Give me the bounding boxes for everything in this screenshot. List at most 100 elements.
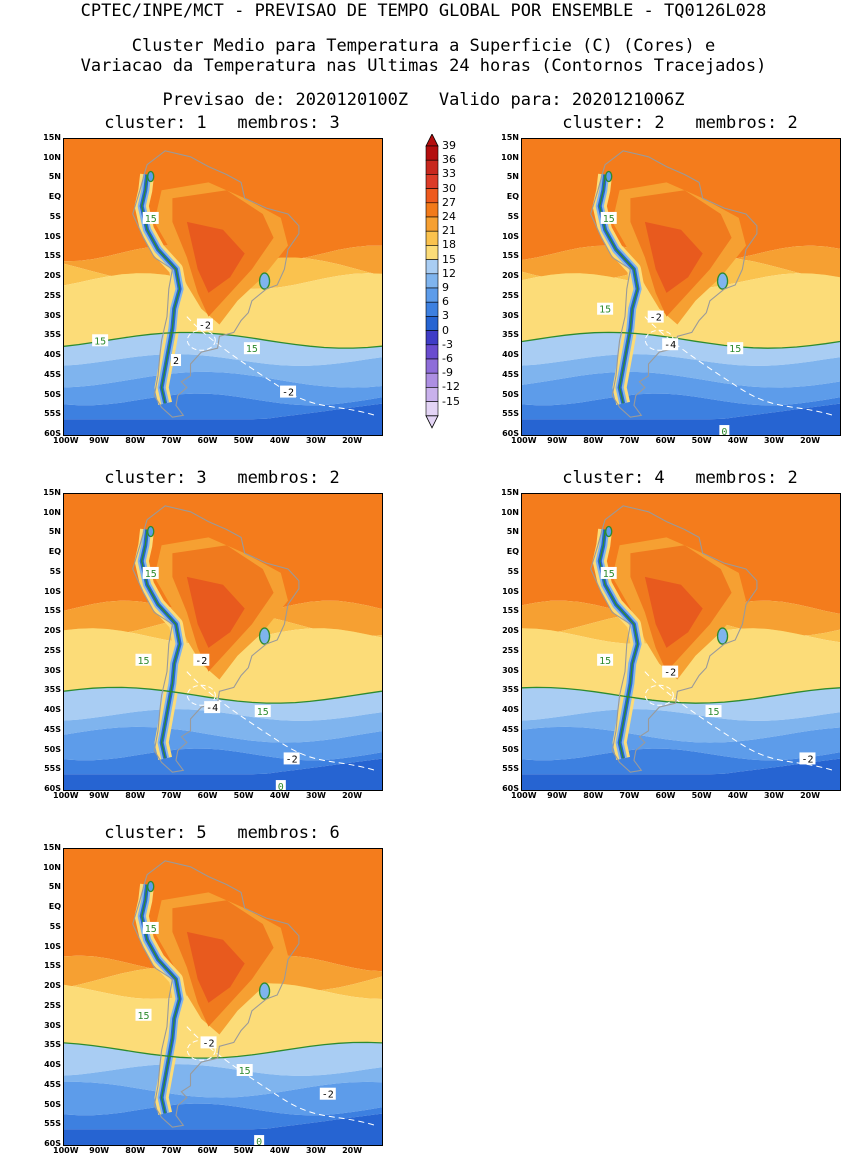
contour-label-box <box>600 211 617 224</box>
lat-tick: 60S <box>502 784 519 793</box>
colorbar-label: 3 <box>442 309 449 323</box>
lon-tick: 30W <box>305 436 326 445</box>
contour-label: 15 <box>145 924 157 935</box>
temp-band-7 <box>522 748 840 775</box>
colorbar-label: -12 <box>442 380 460 394</box>
lon-tick: 60W <box>655 436 676 445</box>
dashed-change-contour <box>644 316 833 416</box>
contour-label-box <box>705 705 722 718</box>
lon-tick: 40W <box>727 791 748 800</box>
temperature-field: 15 15 15 -2 2 -2 <box>64 139 382 435</box>
lat-tick: 30S <box>44 310 61 320</box>
temp-band-7 <box>64 748 382 775</box>
lon-tick: 90W <box>89 791 110 800</box>
lon-tick: 100W <box>53 791 79 800</box>
temp-band-8 <box>64 758 382 790</box>
lat-tick: 45S <box>502 369 519 379</box>
lon-tick: 100W <box>53 436 79 445</box>
lat-tick: 10S <box>502 586 519 596</box>
lat-tick: 5S <box>49 921 61 931</box>
highland-cold-spot <box>716 627 729 645</box>
contour-label-box <box>196 318 213 331</box>
temp-band-1 <box>522 600 840 637</box>
map-cluster-3: 15 15 15 -2 -4 -2 0 <box>63 493 383 791</box>
lat-tick: 10S <box>44 586 61 596</box>
colorbar-label: -6 <box>442 352 453 365</box>
contour-label-box <box>200 1036 217 1049</box>
colorbar-segment <box>425 273 439 289</box>
temp-band-7 <box>64 393 382 420</box>
contour-15-andes <box>141 529 181 759</box>
temp-band-5 <box>64 1064 382 1098</box>
contour-label: 15 <box>94 336 106 347</box>
lat-tick: 60S <box>44 1139 61 1148</box>
colorbar-label: 12 <box>442 266 456 280</box>
lon-tick: 20W <box>342 436 363 445</box>
hottest-land <box>644 221 703 293</box>
dashed-change-loop <box>186 684 216 706</box>
contour-15 <box>64 686 382 704</box>
map-cluster-2: 15 15 15 -2 -4 0 <box>521 138 841 436</box>
lat-tick: 15S <box>502 606 519 616</box>
coastline <box>132 150 300 418</box>
lat-tick: 10N <box>43 862 61 872</box>
colorbar-label: 33 <box>442 167 456 181</box>
lat-tick: 45S <box>44 724 61 734</box>
lat-tick: 10N <box>43 507 61 517</box>
lon-tick: 50W <box>233 791 254 800</box>
contour-15 <box>64 1041 382 1059</box>
lon-tick: 100W <box>511 436 537 445</box>
lat-tick: 60S <box>44 429 61 438</box>
contour-label: -2 <box>195 656 207 667</box>
lat-tick: 25S <box>44 645 61 655</box>
contour-label-box <box>662 665 679 678</box>
lat-tick: 25S <box>44 290 61 300</box>
title-line-4: Previsao de: 2020120100Z Valido para: 20… <box>162 90 685 110</box>
temp-band-6 <box>64 371 382 406</box>
lat-tick: 10S <box>44 231 61 241</box>
temp-band-8 <box>64 403 382 435</box>
colorbar-segment <box>425 316 439 331</box>
colorbar-label: 39 <box>442 139 456 152</box>
lon-tick: 50W <box>691 791 712 800</box>
colorbar-segment <box>425 202 439 218</box>
colorbar-segment <box>425 401 439 417</box>
dashed-change-loop <box>644 684 674 706</box>
dashed-change-contour <box>186 671 375 771</box>
panel-title-4: cluster: 4 membros: 2 <box>562 468 798 488</box>
lat-tick: 25S <box>44 1000 61 1010</box>
panel-title-1: cluster: 1 membros: 3 <box>104 113 340 133</box>
contour-label-box <box>275 780 286 790</box>
lat-tick: EQ <box>48 192 61 202</box>
colorbar-label: 9 <box>442 281 449 294</box>
lon-tick: 100W <box>53 1146 79 1155</box>
lat-tick: 40S <box>44 705 61 715</box>
contour-label: 15 <box>145 214 157 225</box>
colorbar-segment <box>425 358 439 374</box>
lat-tick: 40S <box>44 1060 61 1070</box>
highland-cold-spot <box>258 627 271 645</box>
contour-label-box <box>142 921 159 934</box>
lon-tick: 30W <box>763 791 784 800</box>
lat-tick: 30S <box>44 1020 61 1030</box>
lat-tick: 10S <box>44 941 61 951</box>
title-line-2: Cluster Medio para Temperatura a Superfi… <box>131 36 716 56</box>
coastline <box>590 150 758 418</box>
lat-tick: 55S <box>44 1119 61 1129</box>
lat-tick: 55S <box>44 409 61 419</box>
colorbar-label: 6 <box>442 295 449 309</box>
lon-tick: 70W <box>161 791 182 800</box>
contour-label-box <box>204 701 221 714</box>
lat-tick: 55S <box>44 764 61 774</box>
lat-tick: 30S <box>502 310 519 320</box>
colombia-cold-spot <box>147 525 155 538</box>
contour-label: -2 <box>199 320 211 331</box>
temp-band-5 <box>64 709 382 743</box>
lon-tick: 90W <box>547 791 568 800</box>
colorbar-segment <box>425 216 439 232</box>
lat-tick: 5S <box>49 211 61 221</box>
contour-label-box <box>600 566 617 579</box>
contour-label-box <box>647 310 664 323</box>
colorbar-segment <box>425 330 439 346</box>
colorbar-segment <box>425 245 439 260</box>
